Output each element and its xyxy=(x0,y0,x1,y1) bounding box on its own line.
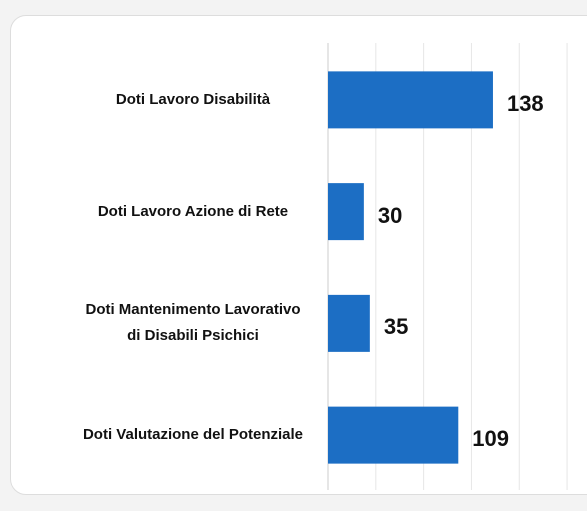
bar xyxy=(328,294,370,352)
category-label: Doti Mantenimento Lavorativo di Disabili… xyxy=(85,301,301,345)
category-label: Doti Lavoro Azione di Rete xyxy=(97,202,289,220)
value-label: 109 xyxy=(472,426,509,452)
value-label: 35 xyxy=(383,314,409,340)
value-label: 138 xyxy=(506,90,544,116)
bar xyxy=(328,71,493,129)
category-label: Doti Lavoro Disabilità xyxy=(115,90,271,108)
value-label: 30 xyxy=(377,202,403,228)
bar xyxy=(328,406,459,464)
category-label: Doti Valutazione del Potenziale xyxy=(82,426,304,444)
bar xyxy=(328,183,364,241)
